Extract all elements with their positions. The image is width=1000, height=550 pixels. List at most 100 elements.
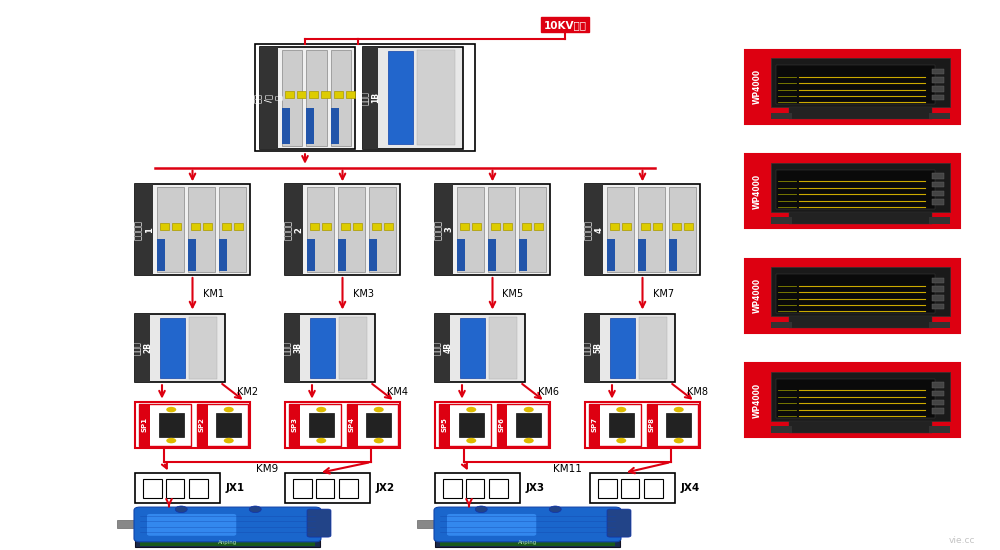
Bar: [135, 314, 225, 382]
Circle shape: [674, 438, 684, 443]
Text: KM8: KM8: [688, 387, 708, 397]
Text: KM6: KM6: [538, 387, 559, 397]
Bar: [932, 391, 944, 397]
Bar: [607, 187, 634, 272]
Text: KM1: KM1: [202, 289, 224, 299]
Text: Anping: Anping: [218, 541, 237, 546]
Bar: [189, 317, 217, 379]
Text: vie.cc: vie.cc: [948, 536, 975, 544]
Bar: [585, 314, 675, 382]
Bar: [306, 50, 327, 146]
Bar: [932, 382, 944, 388]
Bar: [219, 239, 227, 271]
Bar: [932, 173, 944, 179]
Bar: [932, 400, 944, 405]
Bar: [435, 184, 550, 275]
Bar: [285, 91, 294, 98]
Circle shape: [175, 506, 187, 513]
Bar: [388, 51, 413, 144]
Bar: [188, 239, 196, 271]
Bar: [607, 239, 615, 271]
Bar: [929, 322, 950, 328]
Bar: [653, 223, 662, 230]
FancyBboxPatch shape: [147, 514, 236, 536]
Bar: [644, 478, 663, 498]
Bar: [297, 91, 306, 98]
Bar: [346, 91, 355, 98]
Text: SP2: SP2: [199, 417, 205, 432]
Bar: [338, 239, 346, 271]
Bar: [334, 91, 343, 98]
Bar: [285, 402, 400, 448]
Text: KM4: KM4: [387, 387, 408, 397]
Text: JX2: JX2: [376, 483, 395, 493]
Bar: [339, 478, 358, 498]
Bar: [610, 318, 635, 378]
Bar: [363, 47, 378, 148]
Bar: [646, 404, 698, 446]
Bar: [745, 258, 960, 333]
Bar: [135, 402, 250, 448]
Bar: [203, 223, 212, 230]
Bar: [621, 478, 639, 498]
Bar: [610, 223, 619, 230]
Bar: [771, 163, 950, 212]
Bar: [435, 184, 453, 275]
Text: KM5: KM5: [502, 289, 524, 299]
Bar: [585, 184, 603, 275]
Bar: [638, 239, 646, 271]
Circle shape: [166, 407, 176, 412]
Bar: [135, 314, 150, 382]
Bar: [932, 182, 944, 188]
Bar: [435, 473, 520, 503]
Text: 数字电源
3: 数字电源 3: [434, 219, 454, 240]
Bar: [309, 414, 334, 437]
Text: SP7: SP7: [591, 417, 597, 432]
Text: 数字电源
1: 数字电源 1: [134, 219, 154, 240]
Bar: [166, 478, 184, 498]
Text: SP4: SP4: [349, 417, 355, 432]
Bar: [598, 478, 617, 498]
Bar: [771, 113, 792, 119]
Bar: [219, 187, 246, 272]
Circle shape: [374, 438, 384, 443]
Bar: [771, 322, 792, 328]
Circle shape: [224, 438, 234, 443]
Bar: [139, 404, 190, 446]
Bar: [771, 267, 950, 316]
Bar: [285, 314, 300, 382]
Bar: [260, 47, 278, 148]
Bar: [929, 217, 950, 224]
Bar: [384, 223, 393, 230]
Bar: [609, 414, 634, 437]
FancyBboxPatch shape: [134, 507, 321, 542]
Bar: [496, 404, 507, 446]
Bar: [289, 404, 340, 446]
Bar: [589, 404, 640, 446]
Text: 变压器
4B: 变压器 4B: [433, 341, 452, 355]
Bar: [789, 316, 932, 328]
Bar: [466, 478, 484, 498]
Bar: [369, 187, 396, 272]
Text: JX4: JX4: [681, 483, 700, 493]
Bar: [684, 223, 693, 230]
Bar: [522, 223, 531, 230]
Bar: [771, 426, 792, 433]
Circle shape: [166, 438, 176, 443]
Bar: [285, 184, 400, 275]
Bar: [321, 91, 330, 98]
Bar: [585, 314, 600, 382]
Bar: [341, 223, 350, 230]
Bar: [669, 187, 696, 272]
Bar: [435, 314, 450, 382]
Text: JX1: JX1: [226, 483, 245, 493]
Circle shape: [524, 438, 534, 443]
Bar: [331, 50, 351, 146]
Bar: [460, 318, 485, 378]
Bar: [590, 473, 675, 503]
Text: 变压器
3B: 变压器 3B: [283, 341, 302, 355]
Bar: [439, 404, 450, 446]
FancyBboxPatch shape: [434, 507, 621, 542]
Circle shape: [674, 407, 684, 412]
Bar: [310, 318, 335, 378]
